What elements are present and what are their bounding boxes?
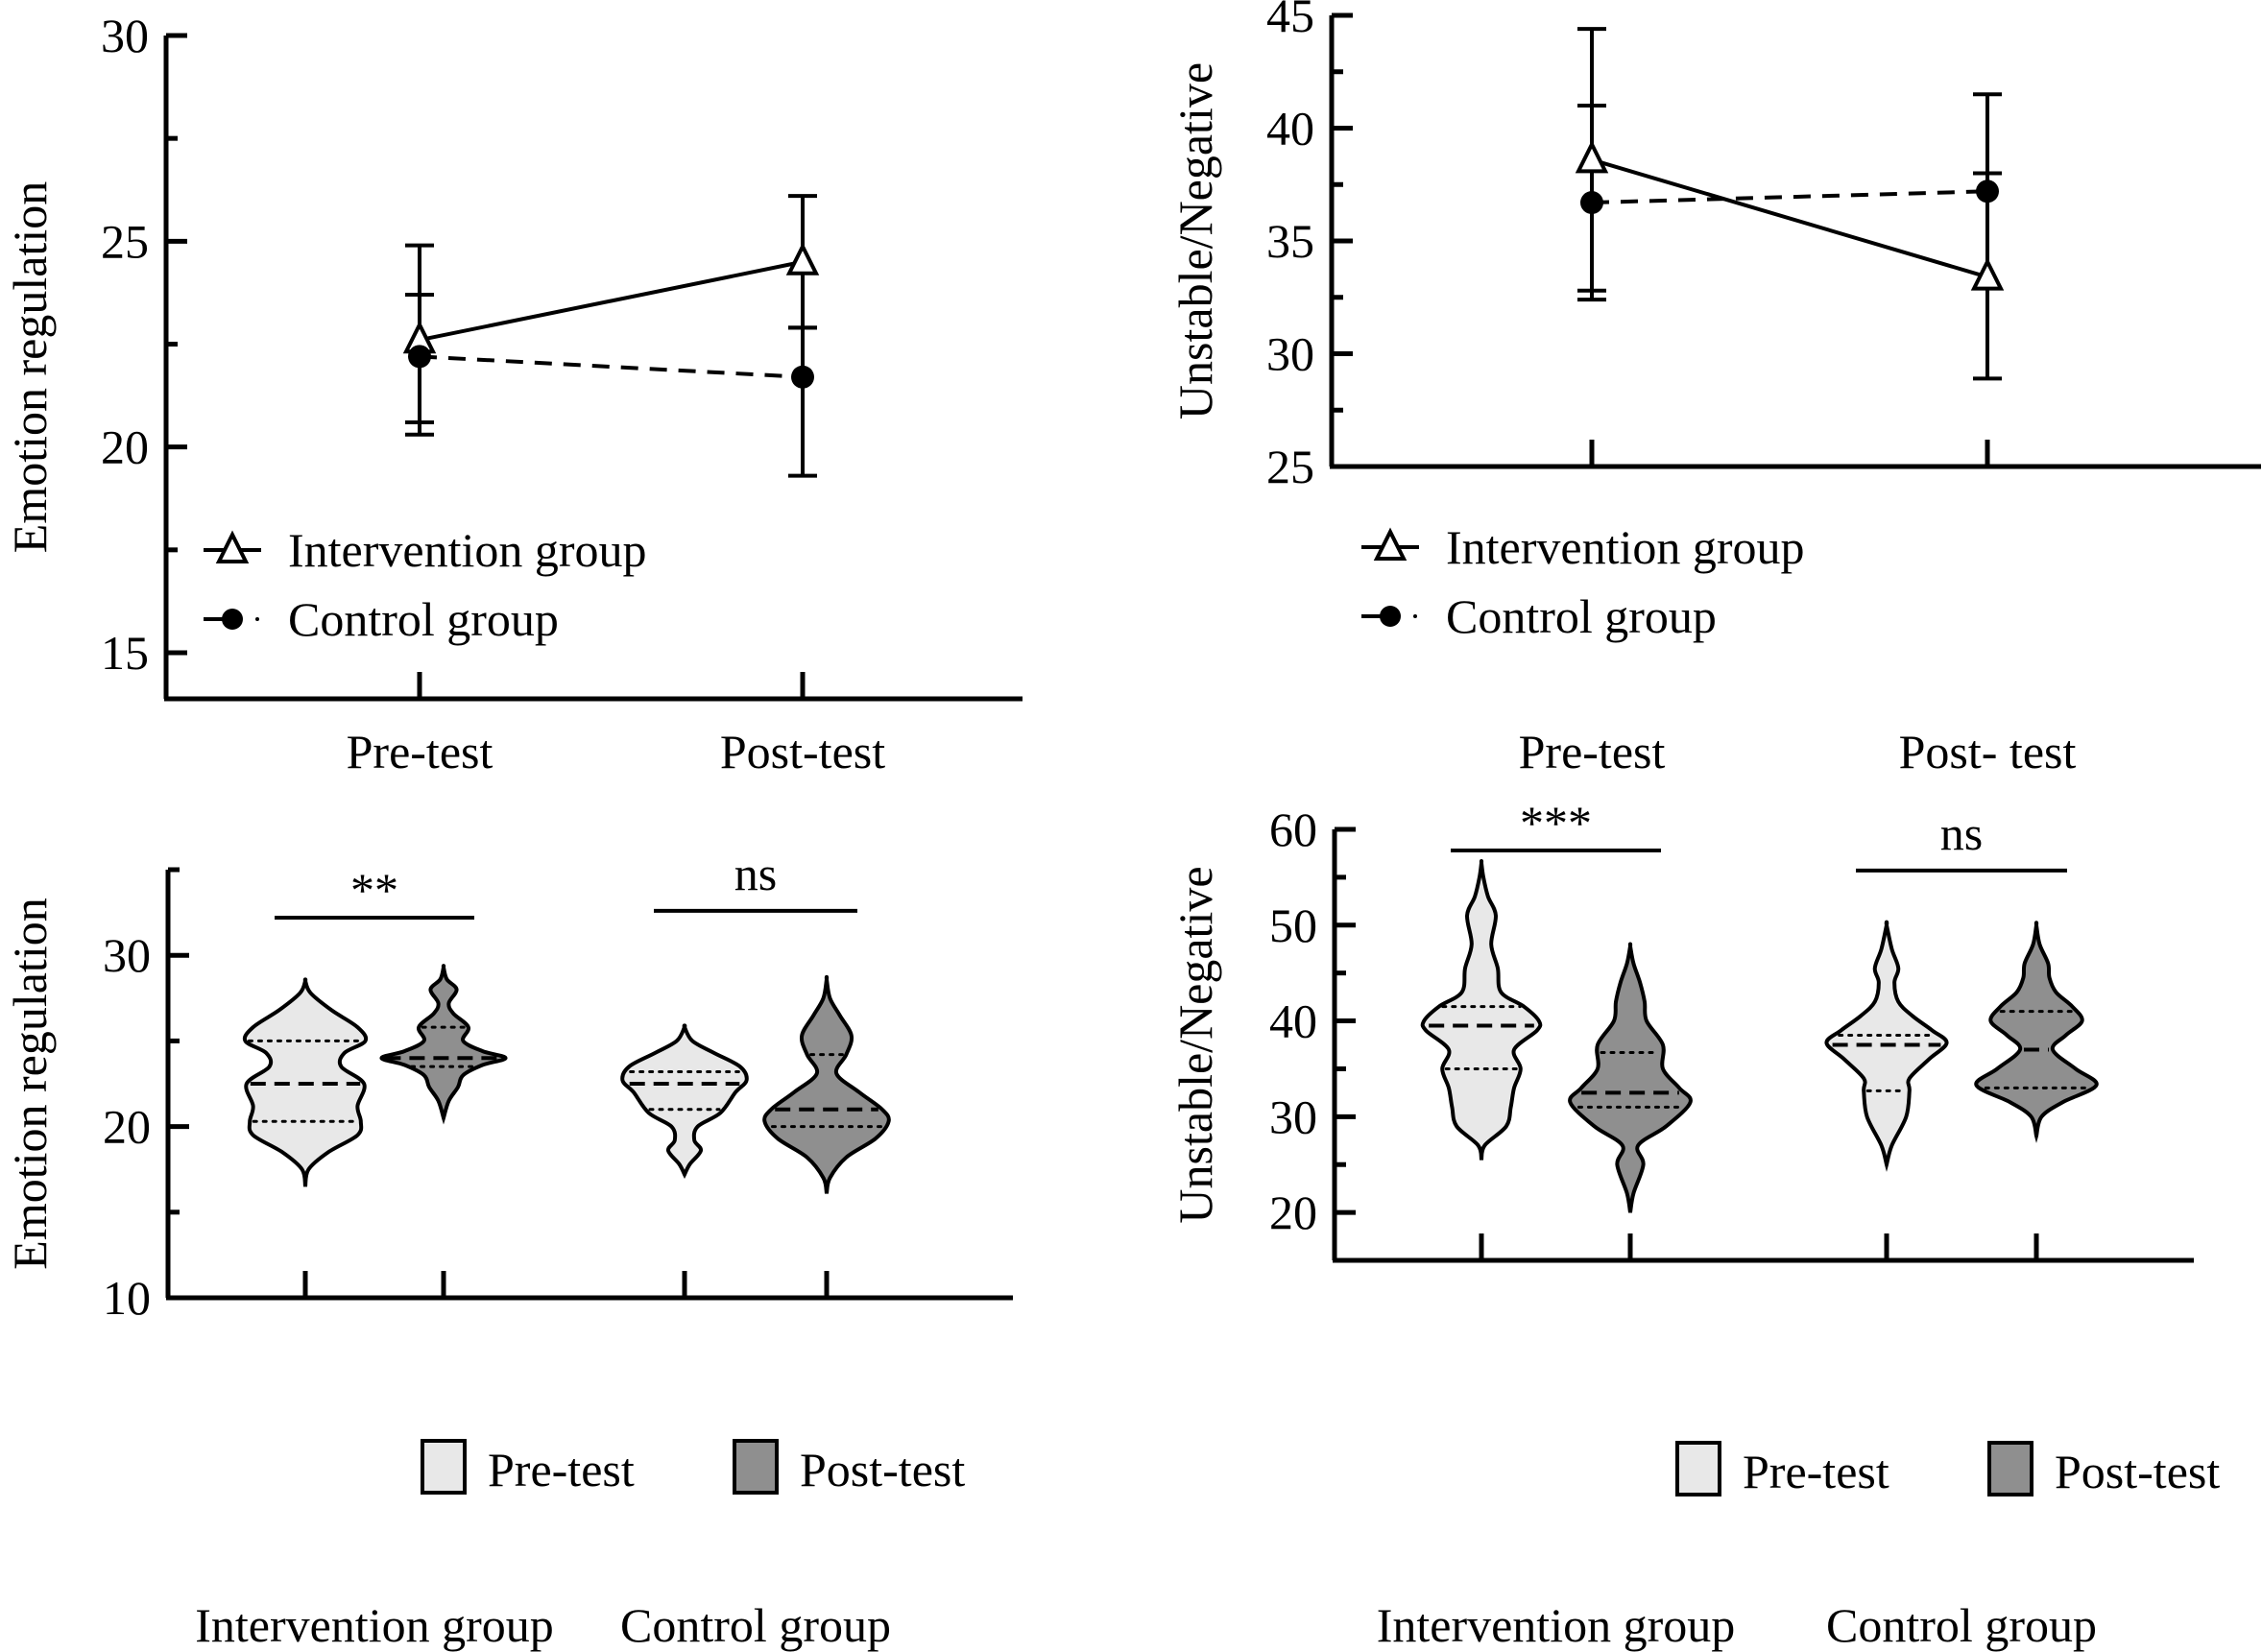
data-point-control bbox=[1580, 191, 1603, 215]
legend-swatch-pre bbox=[1675, 1441, 1721, 1496]
y-tick-label: 50 bbox=[1269, 898, 1317, 952]
data-point-intervention bbox=[1970, 257, 2005, 291]
legend-label: Post-test bbox=[800, 1443, 965, 1496]
y-axis-title: Emotion regulation bbox=[3, 898, 57, 1269]
legend-marker-circle-icon bbox=[1380, 606, 1401, 627]
legend-swatch-pre bbox=[421, 1439, 467, 1495]
y-tick-label: 15 bbox=[101, 626, 149, 680]
x-category-label: Post- test bbox=[1899, 725, 2077, 778]
x-group-label: Intervention group bbox=[1377, 1598, 1736, 1652]
panel-b-unstable-negative-line-chart: 25 30 35 40 45 Unstable/Negative Pre-test Post-… bbox=[1168, 0, 2261, 778]
y-tick-label: 60 bbox=[1269, 802, 1317, 856]
legend-swatch-post bbox=[733, 1439, 779, 1495]
data-point-intervention bbox=[785, 242, 820, 275]
y-tick-label: 25 bbox=[1266, 440, 1314, 493]
legend-label: Post-test bbox=[2055, 1445, 2220, 1498]
legend-label: Intervention group bbox=[288, 523, 647, 577]
violin-control-post bbox=[762, 974, 891, 1194]
y-tick-label: 40 bbox=[1266, 102, 1314, 156]
legend-marker-triangle-icon bbox=[1373, 527, 1408, 561]
legend-dash-dot bbox=[1413, 614, 1417, 618]
y-tick-label: 10 bbox=[103, 1271, 151, 1325]
y-axis-title: Unstable/Negative bbox=[1168, 62, 1222, 419]
series-line-intervention bbox=[1591, 157, 1988, 279]
violin-control-pre bbox=[620, 1023, 749, 1179]
violin-control-post bbox=[1974, 921, 2099, 1143]
legend-label: Pre-test bbox=[1743, 1445, 1889, 1498]
y-tick-label: 30 bbox=[101, 9, 149, 62]
legend-label: Intervention group bbox=[1446, 520, 1805, 574]
y-tick-label: 30 bbox=[1266, 327, 1314, 381]
series-line-intervention bbox=[419, 259, 804, 343]
legend-marker-circle-icon bbox=[222, 609, 243, 630]
legend-label: Pre-test bbox=[488, 1443, 635, 1496]
x-category-label: Pre-test bbox=[347, 725, 493, 778]
legend-label: Control group bbox=[1446, 589, 1717, 643]
significance-label: *** bbox=[1520, 796, 1592, 850]
y-tick-label: 40 bbox=[1269, 994, 1317, 1048]
legend-dash-dot bbox=[255, 617, 259, 621]
y-tick-label: 30 bbox=[1269, 1089, 1317, 1143]
panel-a-emotion-regulation-line-chart: 15 20 25 30 Emotion regulation Pre-test Post-t… bbox=[3, 9, 1023, 778]
y-tick-label: 20 bbox=[103, 1100, 151, 1154]
panel-c-emotion-regulation-violin-chart: 10 20 30 Emotion regulation Intervention gro… bbox=[3, 847, 1013, 1652]
significance-label: ** bbox=[350, 863, 398, 917]
series-line-control bbox=[419, 354, 804, 379]
y-tick-label: 35 bbox=[1266, 214, 1314, 268]
y-tick-label: 20 bbox=[1269, 1185, 1317, 1239]
y-tick-label: 20 bbox=[101, 420, 149, 474]
y-tick-label: 45 bbox=[1266, 0, 1314, 42]
x-group-label: Intervention group bbox=[195, 1598, 554, 1652]
panel-d-unstable-negative-violin-chart: 20 30 40 50 60 Unstable/Negative Intervention … bbox=[1168, 796, 2220, 1652]
x-category-label: Post-test bbox=[720, 725, 885, 778]
y-tick-label: 30 bbox=[103, 928, 151, 982]
legend-label: Control group bbox=[288, 592, 559, 646]
legend-marker-triangle-icon bbox=[215, 530, 250, 563]
legend-swatch-post bbox=[1987, 1441, 2033, 1496]
y-axis-title: Unstable/Negative bbox=[1168, 866, 1222, 1223]
significance-label: ns bbox=[1940, 806, 1983, 860]
series-line-control bbox=[1591, 189, 1988, 205]
data-point-control bbox=[1976, 180, 1999, 204]
data-point-intervention bbox=[1575, 139, 1609, 174]
violin-intervention-post bbox=[1568, 942, 1693, 1213]
violin-intervention-pre bbox=[1420, 859, 1543, 1161]
data-point-control bbox=[791, 365, 814, 389]
y-tick-label: 25 bbox=[101, 214, 149, 268]
significance-label: ns bbox=[734, 847, 777, 900]
y-axis-title: Emotion regulation bbox=[3, 181, 57, 553]
x-group-label: Control group bbox=[620, 1598, 891, 1652]
data-point-control bbox=[408, 345, 431, 369]
x-group-label: Control group bbox=[1826, 1598, 2097, 1652]
x-category-label: Pre-test bbox=[1519, 725, 1666, 778]
violin-intervention-post bbox=[379, 964, 508, 1125]
